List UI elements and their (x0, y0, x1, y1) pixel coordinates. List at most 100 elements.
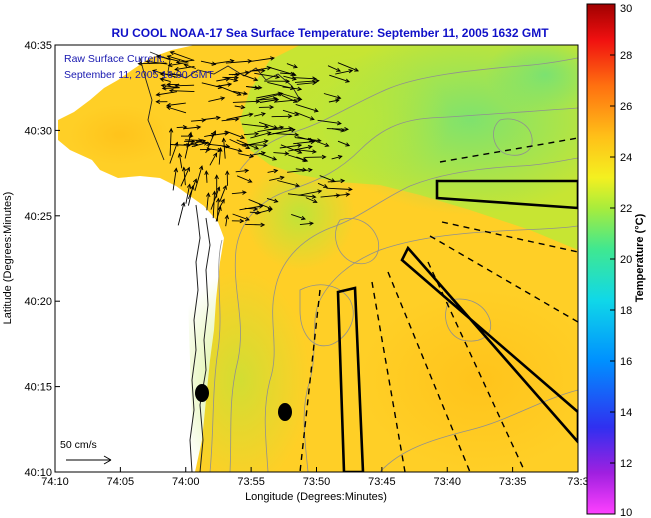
current-vector (279, 92, 302, 100)
current-vector-head (224, 131, 230, 136)
current-vector-head (354, 67, 360, 72)
current-vector (242, 140, 268, 147)
current-vector (241, 123, 269, 128)
current-vector-head (167, 62, 173, 68)
current-vector-head (245, 216, 250, 221)
sst-mid-region (270, 50, 450, 190)
y-tick-label: 40:25 (24, 211, 52, 223)
current-vector (152, 70, 177, 78)
current-vector-head (137, 61, 143, 66)
colorbar-ticks: 30 28 26 24 22 20 18 16 14 12 10 (610, 3, 632, 518)
current-vector-head (345, 142, 351, 147)
current-vector-head (236, 91, 242, 96)
current-vector (273, 99, 301, 103)
current-vector-head (211, 61, 217, 66)
current-vector-head (212, 130, 217, 136)
y-tick-label: 40:15 (24, 382, 52, 394)
current-vector-head (297, 96, 303, 101)
colorbar-label: Temperature (°C) (634, 213, 646, 302)
current-vector-head (244, 70, 250, 75)
current-vector (288, 146, 312, 152)
current-vector-head (262, 143, 268, 148)
current-vector (260, 97, 277, 101)
current-vector-head (186, 183, 192, 189)
current-vector-head (324, 142, 330, 147)
current-vector-head (168, 88, 174, 93)
current-vector-head (274, 97, 280, 103)
current-vector-head (291, 76, 297, 81)
current-vector-head (300, 215, 306, 221)
current-vector (320, 194, 340, 198)
current-vector (326, 187, 352, 190)
current-vector (331, 155, 342, 160)
current-vector (267, 129, 295, 136)
current-vector-head (255, 99, 261, 104)
current-vector-head (216, 186, 221, 192)
current-vector (232, 100, 260, 103)
current-vector-head (323, 184, 329, 189)
current-vector (249, 57, 275, 63)
current-vector-head (174, 66, 180, 72)
current-vector (195, 140, 211, 145)
current-vector (250, 132, 271, 139)
current-vector (169, 128, 172, 156)
current-vector-head (345, 78, 351, 83)
colorbar-tick-label: 18 (620, 305, 632, 317)
current-vector (317, 182, 328, 188)
current-vector-head (235, 72, 240, 77)
annotation-line2: September 11, 2005 16:00 GMT (64, 69, 214, 81)
current-vector-head (273, 198, 279, 203)
x-tick-label: 74:05 (107, 476, 135, 488)
x-tick-label: 73:50 (303, 476, 331, 488)
current-vector-head (254, 85, 260, 90)
current-vector-head (263, 139, 269, 144)
current-vector-head (297, 86, 303, 92)
current-vector-head (155, 92, 161, 97)
current-vector (329, 74, 350, 83)
current-vector-head (249, 153, 255, 159)
current-vector (156, 55, 179, 62)
sst-warm-bay (70, 105, 170, 165)
current-vector (225, 60, 252, 64)
scale-label: 50 cm/s (60, 439, 97, 451)
current-vector-head (151, 69, 157, 74)
current-vector-head (293, 64, 298, 69)
colorbar-tick-label: 22 (620, 203, 632, 215)
current-vector (337, 62, 359, 72)
current-vector (291, 213, 306, 220)
current-vector-head (160, 83, 166, 88)
current-vector-head (227, 82, 233, 87)
current-vector-head (348, 187, 353, 192)
current-vector (245, 223, 265, 226)
current-vector (287, 193, 316, 198)
current-vector (317, 119, 341, 125)
current-vector-head (225, 170, 230, 175)
plot-area: Raw Surface Current: September 11, 2005 … (55, 45, 578, 472)
current-vector (234, 105, 245, 109)
current-vector-head (292, 98, 298, 103)
current-vector (256, 92, 282, 99)
y-tick-label: 40:20 (24, 296, 52, 308)
current-vector-head (297, 149, 303, 154)
current-vector (255, 93, 283, 102)
current-vector-head (216, 197, 221, 203)
current-vector-head (214, 174, 219, 180)
current-vector-head (313, 108, 319, 113)
current-vector (266, 197, 278, 203)
current-vector (200, 60, 216, 65)
current-vector-head (181, 201, 186, 207)
current-vector (293, 141, 315, 145)
current-vector (170, 144, 190, 146)
current-vector-head (279, 125, 285, 130)
current-vector-head (159, 77, 165, 82)
current-vector-head (311, 194, 317, 199)
current-vector-head (258, 204, 264, 209)
current-vector-head (212, 190, 217, 196)
current-vector (271, 115, 292, 118)
current-vector-head (220, 198, 225, 204)
current-vector (206, 193, 209, 211)
colorbar-tick-label: 30 (620, 3, 632, 15)
current-vector-head (348, 68, 354, 74)
current-vector (249, 67, 271, 72)
current-vector-head (182, 124, 188, 130)
